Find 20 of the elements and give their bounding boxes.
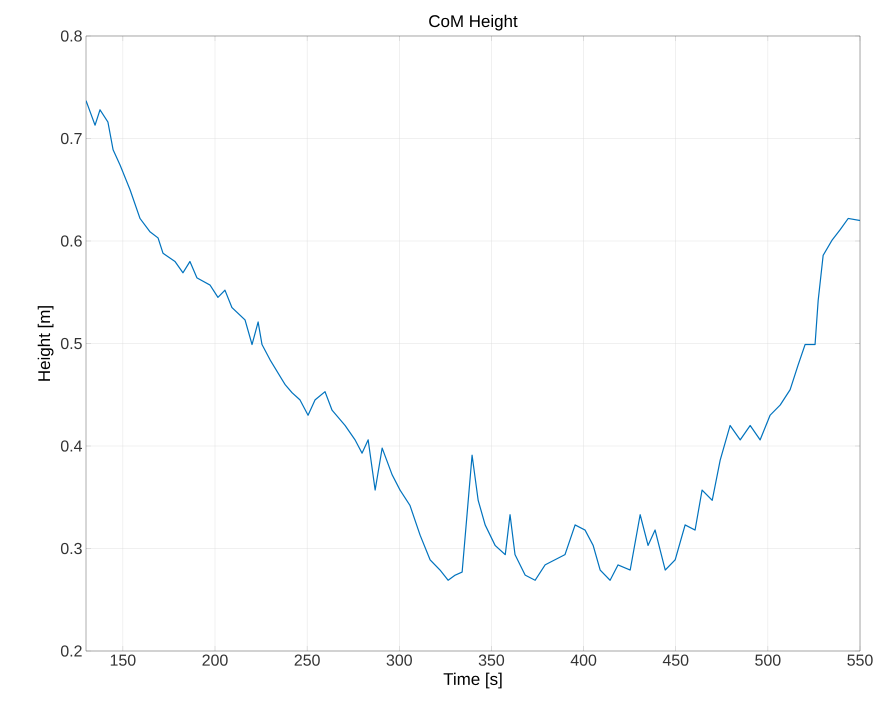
y-tick-label: 0.6	[60, 235, 82, 247]
y-tick-label: 0.2	[60, 645, 82, 657]
x-tick-label: 400	[570, 654, 596, 666]
x-tick-label: 450	[662, 654, 688, 666]
chart-title: CoM Height	[429, 14, 518, 30]
y-tick-label: 0.5	[60, 338, 82, 350]
x-tick-label: 550	[847, 654, 873, 666]
line-series	[86, 100, 860, 581]
x-tick-label: 300	[386, 654, 412, 666]
y-tick-label: 0.8	[60, 30, 82, 42]
y-tick-label: 0.7	[60, 132, 82, 144]
y-tick-label: 0.4	[60, 440, 82, 452]
x-tick-label: 200	[202, 654, 228, 666]
x-tick-label: 500	[755, 654, 781, 666]
y-tick-label: 0.3	[60, 542, 82, 554]
x-tick-label: 150	[110, 654, 136, 666]
x-axis-title: Time [s]	[444, 672, 502, 688]
x-tick-label: 250	[294, 654, 320, 666]
y-axis-title: Height [m]	[38, 306, 54, 381]
x-tick-label: 350	[478, 654, 504, 666]
